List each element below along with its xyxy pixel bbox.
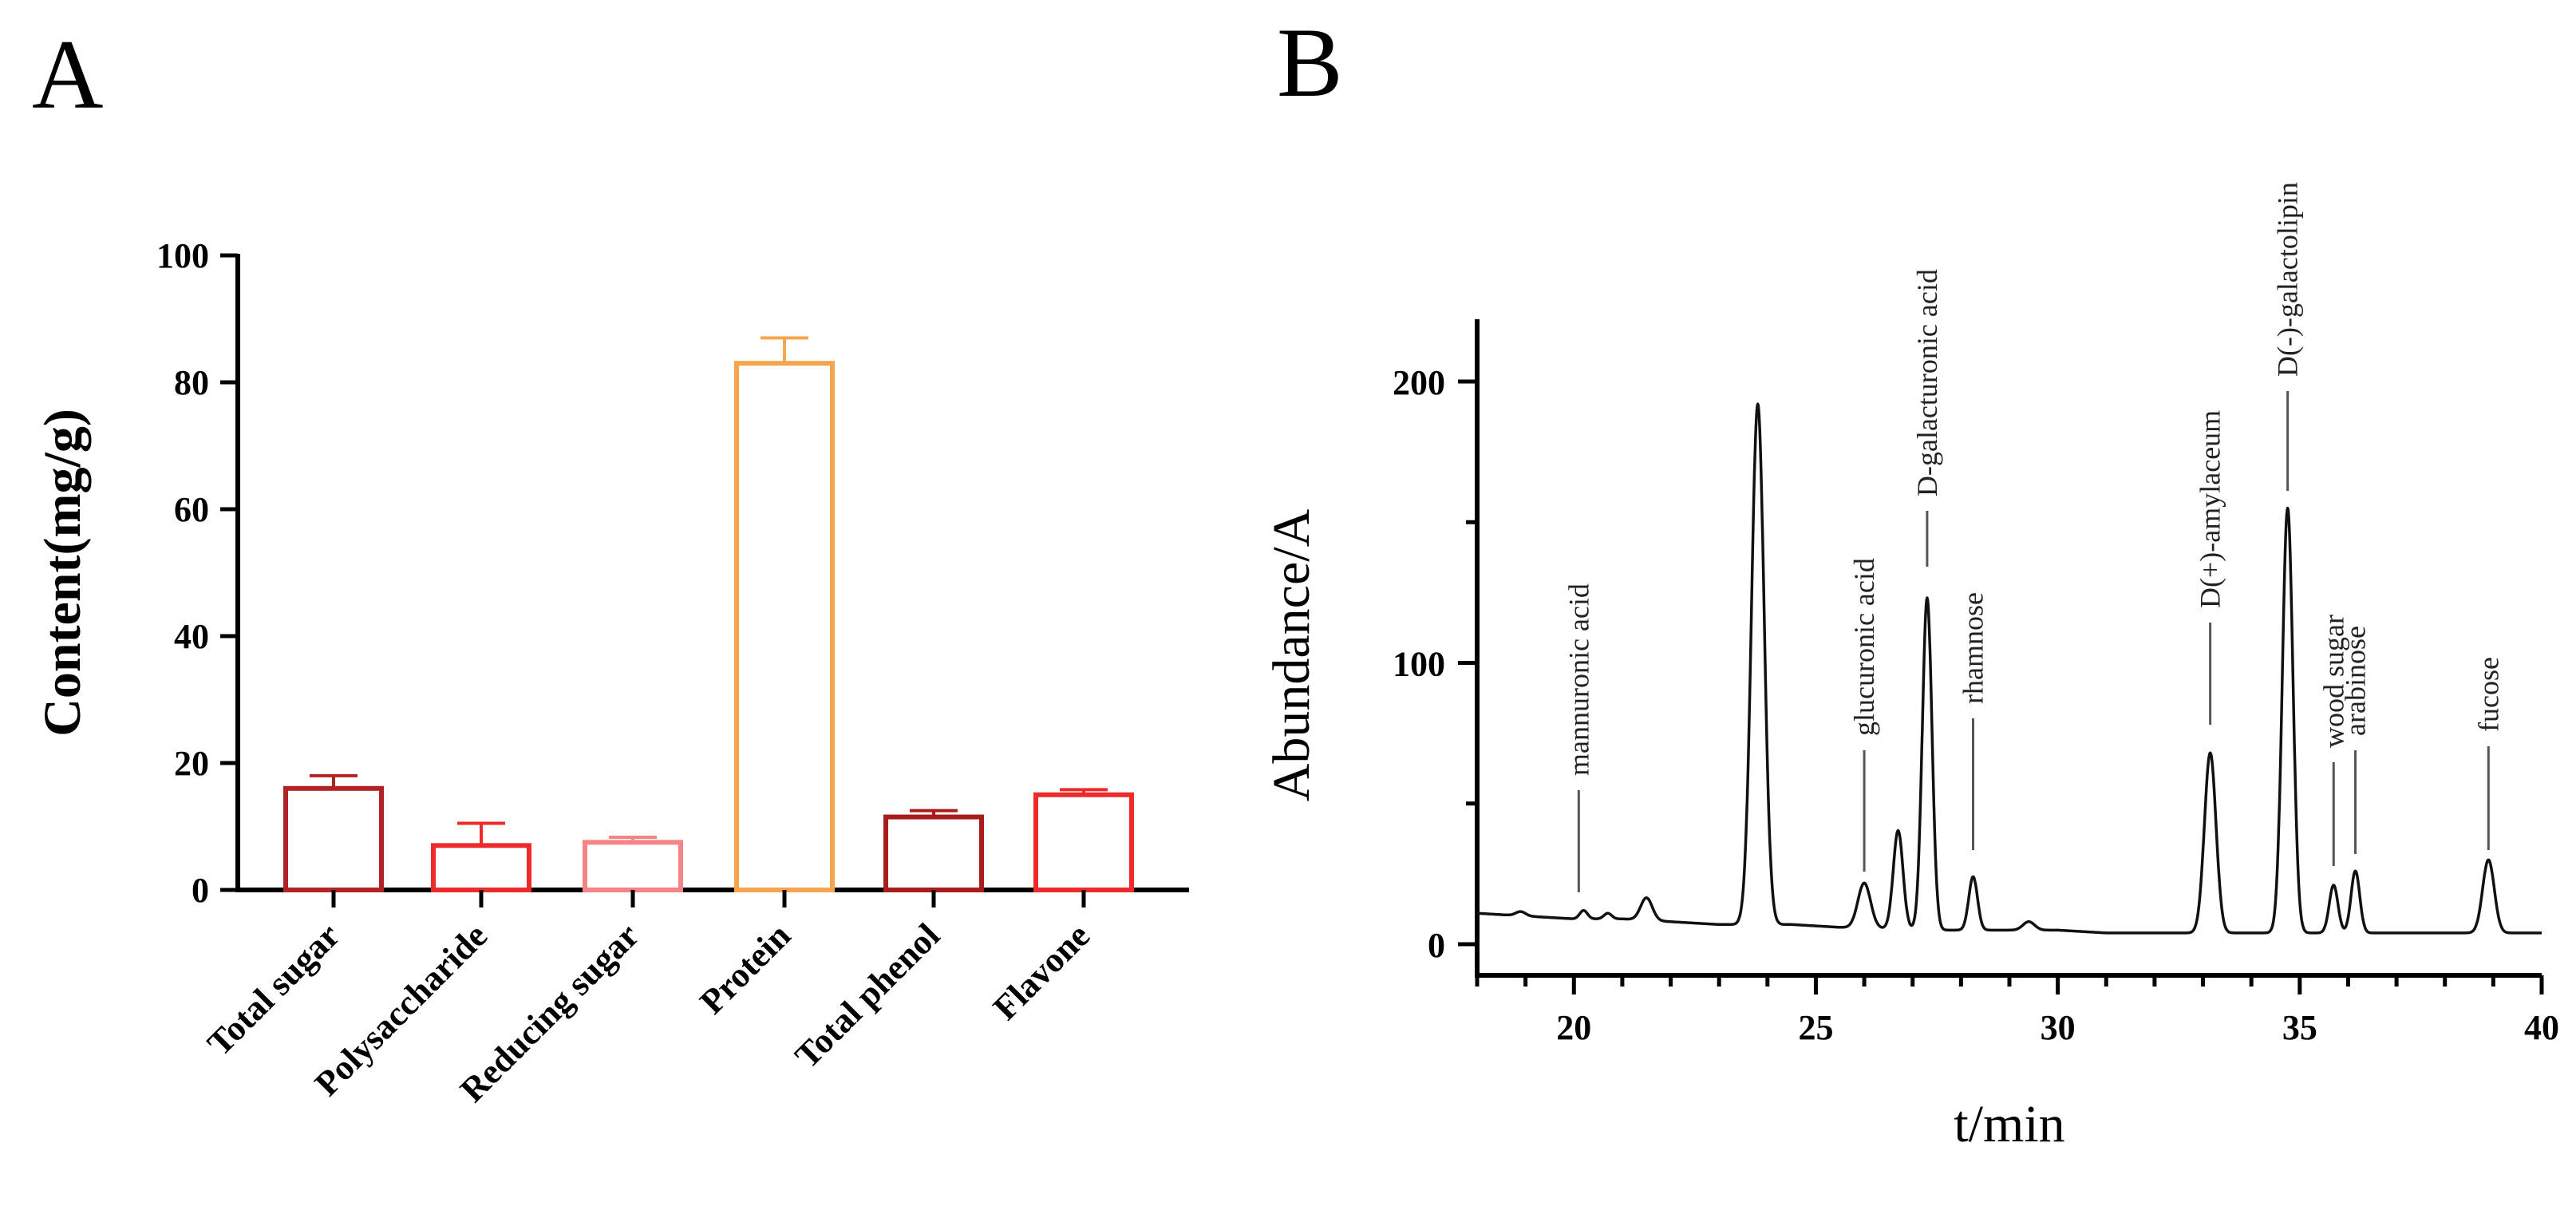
y-tick-label: 40 bbox=[174, 617, 209, 656]
y-tick-label: 100 bbox=[1393, 645, 1445, 684]
peak-annotation-label: rhamnose bbox=[1958, 592, 1989, 704]
y-tick-label: 0 bbox=[1428, 926, 1445, 965]
y-tick-label: 20 bbox=[174, 744, 209, 783]
bar bbox=[583, 840, 683, 892]
bar bbox=[883, 814, 984, 893]
peak-annotation-label: D-galacturonic acid bbox=[1911, 269, 1943, 496]
peak-annotation-label: D(+)-amylaceum bbox=[2195, 410, 2226, 608]
x-tick-label: 35 bbox=[2282, 1008, 2317, 1047]
y-tick-label: 200 bbox=[1393, 363, 1445, 402]
peak-annotation-label: mannuronic acid bbox=[1563, 583, 1594, 776]
category-label: Flavone bbox=[986, 915, 1097, 1027]
panel-b-letter: B bbox=[1277, 8, 1343, 117]
panel-a-letter: A bbox=[32, 20, 104, 129]
chromatogram-trace bbox=[1476, 402, 2543, 935]
panel-b-chromatogram: 0 100 200 20 25 30 35 40 Abundance/A t/min mannuro… bbox=[1262, 182, 2559, 1153]
x-tick-label: 25 bbox=[1798, 1008, 1833, 1047]
peak-annotation-label: wood sugar bbox=[2317, 615, 2349, 748]
y-tick-label: 100 bbox=[156, 236, 209, 275]
x-tick-label: 40 bbox=[2524, 1008, 2559, 1047]
bar bbox=[283, 785, 384, 892]
x-tick-label: 30 bbox=[2041, 1008, 2076, 1047]
category-label: Total phenol bbox=[788, 915, 947, 1075]
peak-annotation-label: arabinose bbox=[2340, 626, 2372, 736]
category-label: Total sugar bbox=[200, 915, 347, 1063]
bar bbox=[734, 361, 835, 892]
x-tick-label: 20 bbox=[1556, 1008, 1591, 1047]
y-axis-label: Content(mg/g) bbox=[34, 409, 92, 737]
bar bbox=[431, 843, 531, 892]
bar bbox=[1033, 792, 1134, 892]
x-axis-label: t/min bbox=[1954, 1095, 2064, 1153]
peak-annotation-label: fucose bbox=[2472, 657, 2504, 732]
peak-annotation-label: D(-)-galactolipin bbox=[2272, 182, 2304, 377]
y-axis-label: Abundance/A bbox=[1262, 508, 1321, 801]
category-label: Protein bbox=[692, 915, 798, 1022]
peak-annotation-label: glucuronic acid bbox=[1848, 558, 1880, 736]
y-tick-label: 80 bbox=[174, 363, 209, 402]
y-tick-label: 60 bbox=[174, 490, 209, 529]
y-tick-label: 0 bbox=[192, 871, 209, 910]
